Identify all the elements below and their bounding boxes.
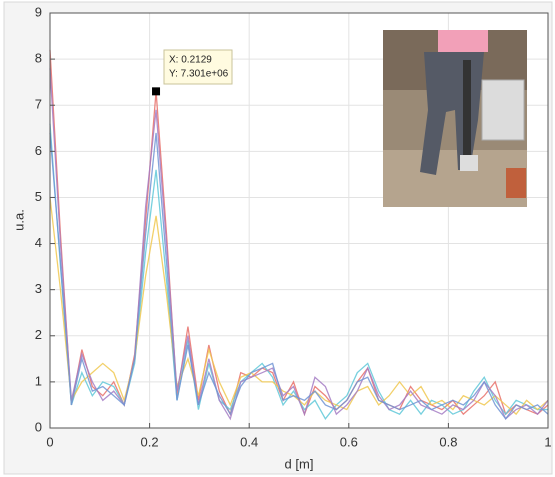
y-tick-label: 2	[35, 327, 42, 342]
datatip-y: Y: 7.301e+06	[169, 69, 229, 80]
photo-ground	[383, 150, 527, 207]
y-tick-label: 9	[35, 4, 42, 19]
x-tick-label: 0.8	[439, 434, 457, 449]
photo-brick	[506, 168, 526, 198]
ticks: 0 1 2 3 4 5 6 7 8 9 0 0.2 0.4 0.6 0.8 1	[35, 4, 552, 449]
y-tick-label: 8	[35, 51, 42, 66]
datatip: X: 0.2129 Y: 7.301e+06	[163, 49, 233, 85]
y-tick-label: 5	[35, 189, 42, 204]
y-tick-label: 0	[35, 419, 42, 434]
photo-probe	[463, 60, 471, 155]
photo-shirt	[438, 30, 488, 52]
y-tick-label: 1	[35, 373, 42, 388]
x-tick-label: 1	[544, 434, 551, 449]
datatip-x: X: 0.2129	[169, 55, 212, 66]
x-tick-label: 0	[46, 434, 53, 449]
y-tick-label: 3	[35, 281, 42, 296]
y-tick-label: 7	[35, 97, 42, 112]
axes-box	[49, 12, 549, 429]
x-axis-label: d [m]	[285, 456, 314, 471]
x-tick-label: 0.6	[340, 434, 358, 449]
lines	[49, 49, 549, 421]
photo-plate	[460, 155, 478, 171]
y-tick-label: 6	[35, 143, 42, 158]
series-line	[49, 132, 549, 420]
photo-inset	[383, 30, 527, 207]
datatip-marker	[152, 87, 161, 96]
y-axis-label: u.a.	[11, 209, 26, 231]
y-tick-label: 4	[35, 235, 42, 250]
x-tick-label: 0.2	[141, 434, 159, 449]
x-tick-label: 0.4	[240, 434, 258, 449]
datatip-box	[163, 49, 233, 85]
photo-box	[481, 79, 525, 141]
